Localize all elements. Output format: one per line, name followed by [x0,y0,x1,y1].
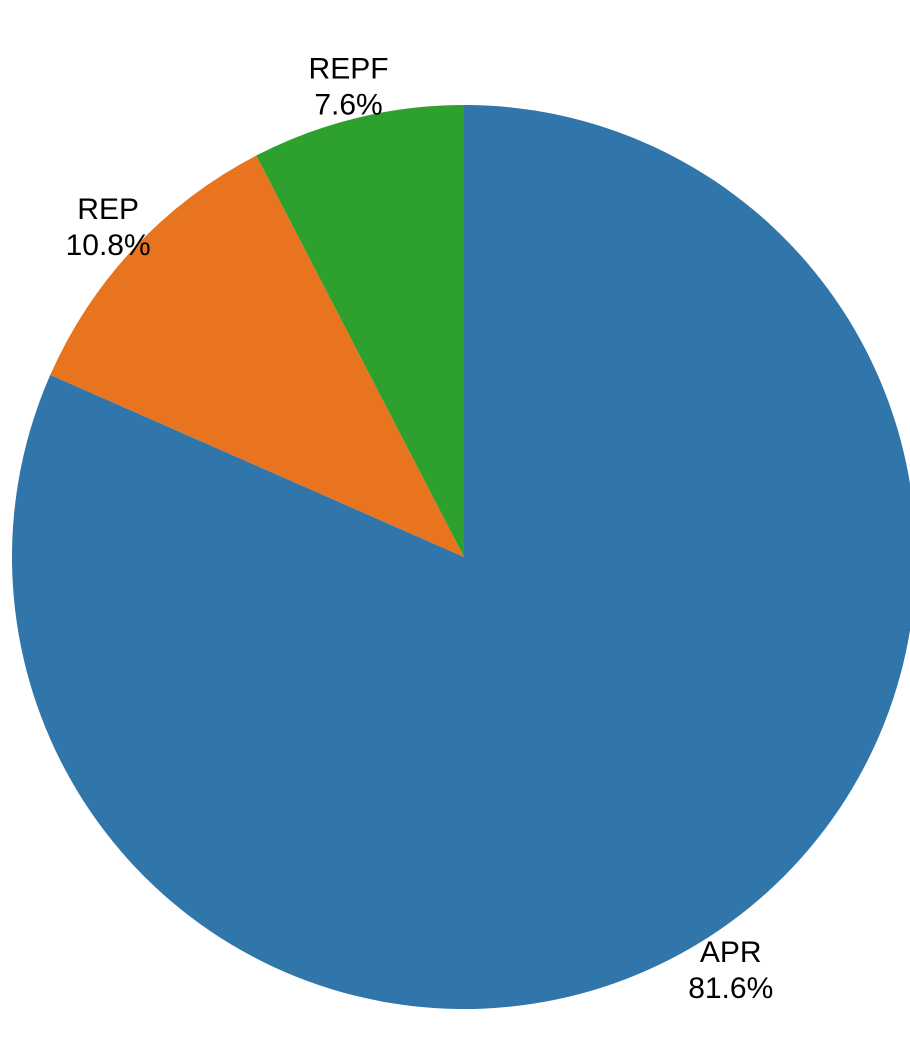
pie-label-value-repf: 7.6% [314,89,382,122]
pie-slice-repf [256,105,464,557]
pie-slices [12,105,910,1009]
pie-label-value-apr: 81.6% [688,972,773,1005]
pie-label-name-rep: REP [77,193,139,226]
pie-label-value-rep: 10.8% [66,229,151,262]
pie-slice-rep [50,155,465,558]
pie-label-name-repf: REPF [309,53,389,86]
pie-label-name-apr: APR [700,936,762,969]
pie-slice-apr [12,105,910,1009]
